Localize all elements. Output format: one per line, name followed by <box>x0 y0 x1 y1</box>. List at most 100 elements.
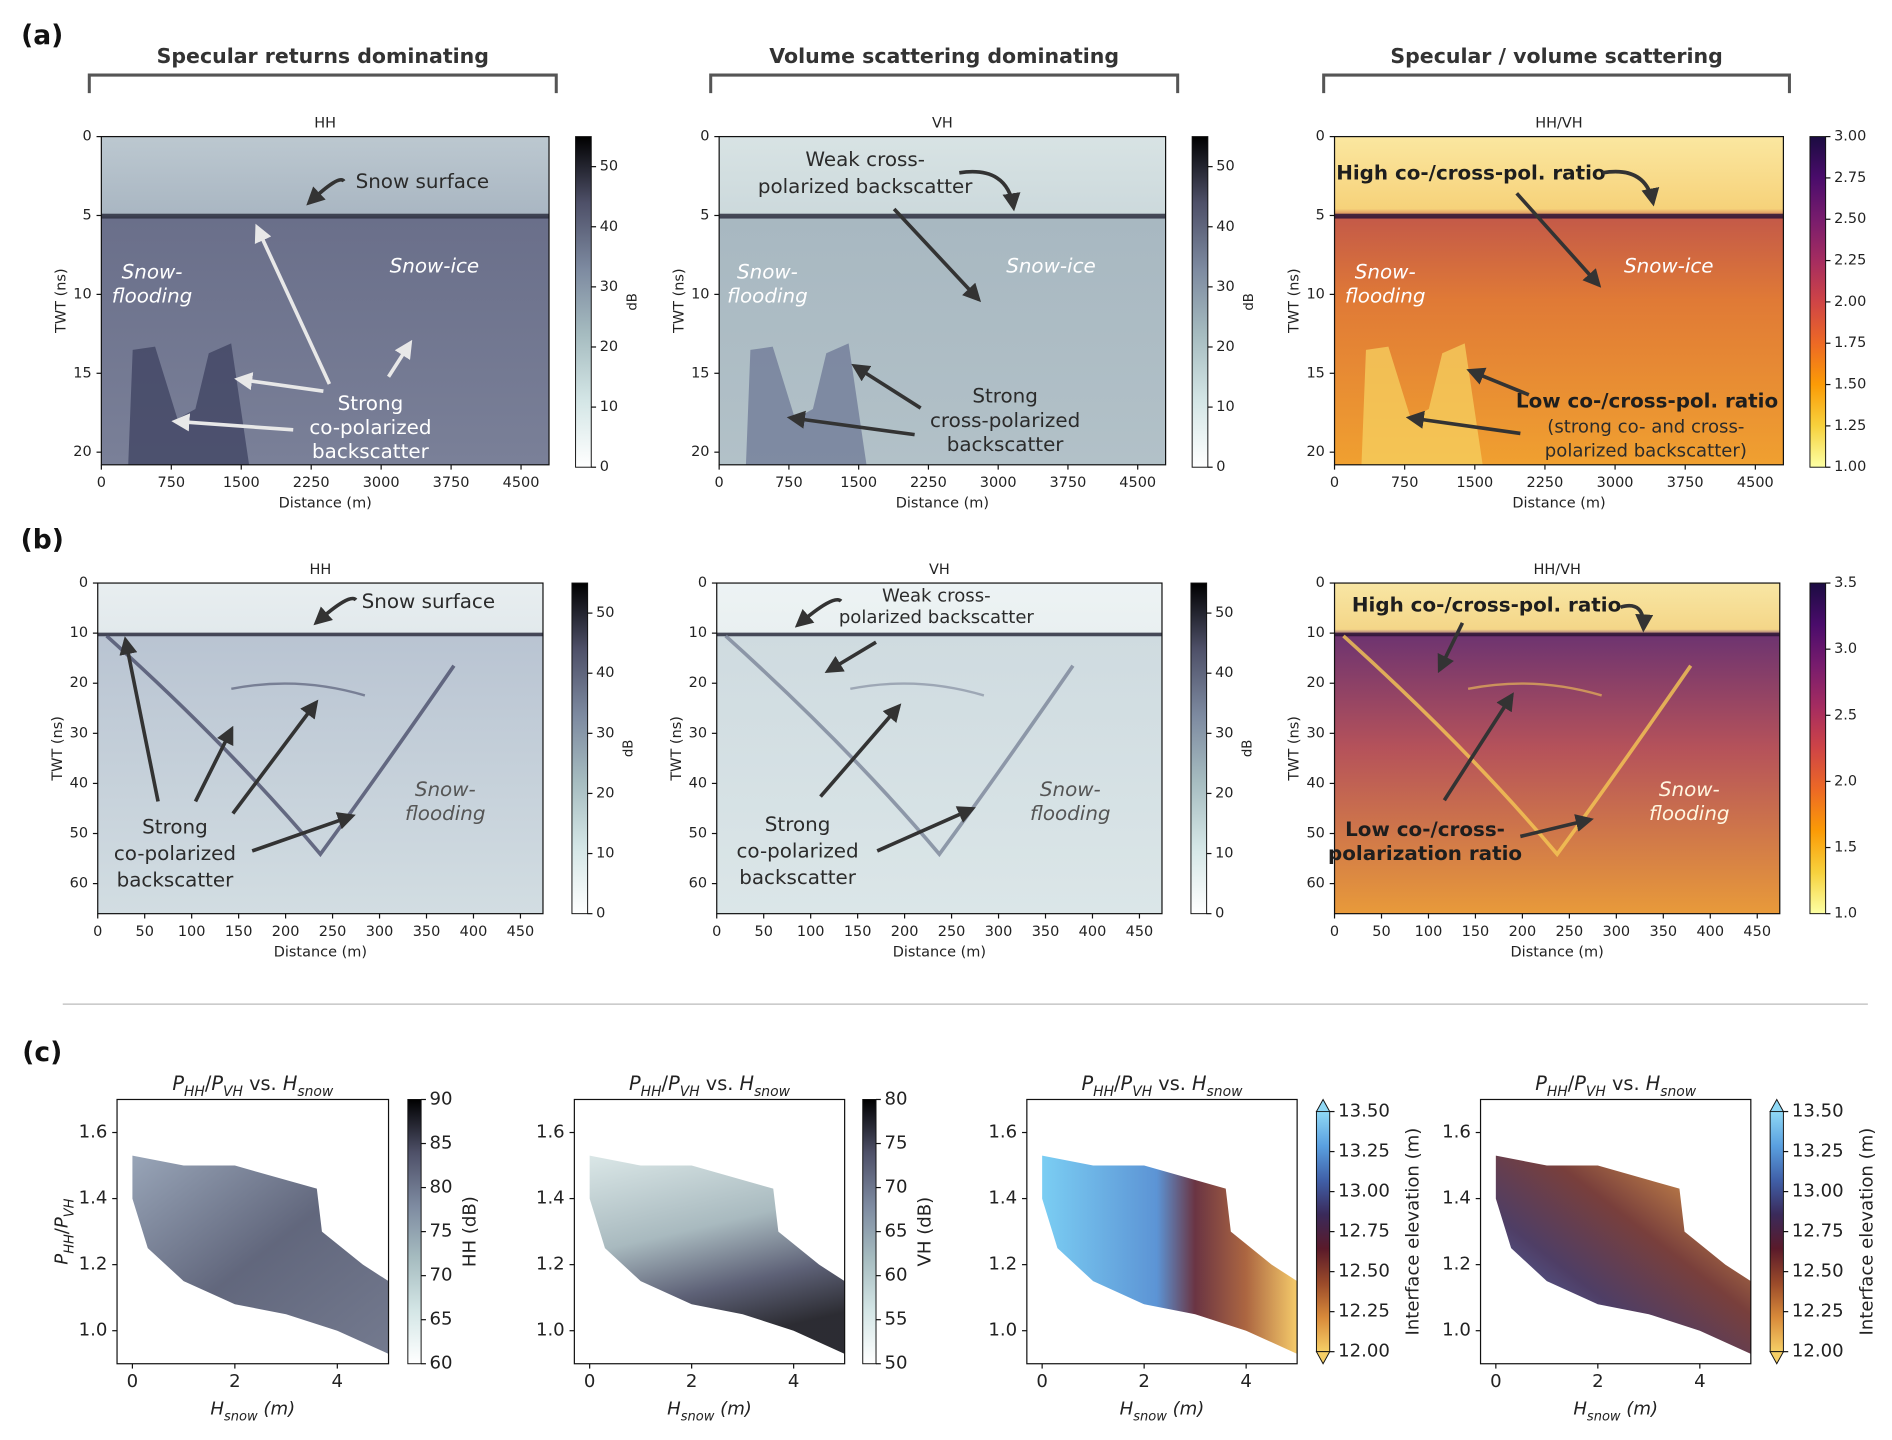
colorbar-tick-label: 1.0 <box>1834 906 1857 922</box>
y-tick-label: 10 <box>73 286 91 302</box>
annotation: Snow-ice <box>1624 254 1714 277</box>
text-part: H <box>283 1071 298 1094</box>
v-reflector <box>1342 634 1693 858</box>
colorbar-tick-label: 2.25 <box>1834 253 1866 269</box>
colorbar-tick-label: 80 <box>430 1177 453 1198</box>
annotation: Snow- <box>1355 260 1416 283</box>
group-title: Specular returns dominating <box>157 44 489 68</box>
colorbar-tick-label: 60 <box>430 1353 453 1374</box>
colorbar-tick-label: 12.75 <box>1792 1221 1844 1242</box>
x-tick-label: 4 <box>1694 1371 1706 1392</box>
annotation-arrow <box>306 178 346 206</box>
y-tick-label: 1.4 <box>1442 1188 1471 1209</box>
annotation: polarized backscatter <box>839 607 1035 628</box>
text-part: P <box>1121 1071 1133 1094</box>
annotation-arrow <box>234 372 324 393</box>
colorbar-tick-label: 40 <box>1215 665 1233 681</box>
y-tick-label: 0 <box>1316 129 1325 145</box>
text-part: P <box>52 1254 73 1265</box>
colorbar <box>571 582 589 915</box>
annotation-arrow <box>171 413 294 432</box>
colorbar-tick-label: 12.50 <box>1792 1261 1844 1282</box>
colorbar <box>1769 1111 1784 1353</box>
annotation: flooding <box>405 802 486 825</box>
y-tick-label: 30 <box>70 725 88 741</box>
text-part: (m) <box>1167 1399 1204 1420</box>
colorbar-tick-label: 13.00 <box>1338 1181 1390 1202</box>
text-part: H <box>210 1399 224 1420</box>
x-tick-label: 0 <box>1036 1371 1048 1392</box>
y-tick-label: 0 <box>79 575 88 591</box>
colorbar-tick-label: 13.50 <box>1792 1101 1844 1122</box>
y-tick-label: 15 <box>73 365 91 381</box>
v-reflector <box>1467 682 1603 697</box>
y-tick-label: 5 <box>82 207 91 223</box>
annotation: (strong co- and cross- <box>1547 416 1744 437</box>
colorbar-tick-label: 12.50 <box>1338 1261 1390 1282</box>
text-part: vs. <box>243 1071 283 1094</box>
x-tick-label: 400 <box>460 924 488 940</box>
y-tick-label: 20 <box>689 675 707 691</box>
flooding-feature <box>128 343 250 465</box>
colorbar-label: Interface elevation (m) <box>1403 1128 1424 1336</box>
annotation: Strong <box>765 813 831 836</box>
colorbar-tick-label: 50 <box>1215 605 1233 621</box>
y-tick-label: 1.0 <box>988 1320 1017 1341</box>
x-tick-label: 2250 <box>293 475 330 491</box>
annotation-arrow <box>876 806 976 853</box>
x-tick-label: 3000 <box>1597 475 1634 491</box>
text-part: H <box>1573 1399 1587 1420</box>
x-tick-label: 0 <box>1490 1371 1502 1392</box>
annotation: backscatter <box>312 440 430 463</box>
y-tick-label: 5 <box>700 207 709 223</box>
x-tick-label: 750 <box>1391 475 1419 491</box>
colorbar-tick-label: 13.25 <box>1338 1141 1390 1162</box>
y-tick-label: 1.0 <box>79 1320 108 1341</box>
annotation-arrow <box>892 207 982 303</box>
colorbar-tick-label: 20 <box>1216 339 1234 355</box>
annotation: Snow surface <box>356 170 490 193</box>
flooding-feature <box>1361 343 1483 465</box>
colorbar-tick-label: 12.75 <box>1338 1221 1390 1242</box>
annotation-arrow <box>387 339 413 378</box>
text-part: / <box>1568 1071 1575 1094</box>
x-tick-label: 0 <box>712 924 721 940</box>
colorbar-tick-label: 65 <box>430 1309 453 1330</box>
x-tick-label: 0 <box>584 1371 596 1392</box>
colorbar-tick-label: 40 <box>1216 219 1234 235</box>
colorbar <box>575 136 592 468</box>
annotation: Snow- <box>737 260 798 283</box>
group-title: Volume scattering dominating <box>769 44 1119 68</box>
text-part: H <box>1192 1071 1207 1094</box>
x-tick-label: 2250 <box>910 475 947 491</box>
surface-reflection <box>101 213 550 219</box>
x-tick-label: 1500 <box>840 475 877 491</box>
y-axis-label: TWT (ns) <box>54 268 70 334</box>
panel-title: HH <box>314 115 336 131</box>
panel-title: VH <box>929 562 950 578</box>
annotation-arrow <box>819 703 902 798</box>
colorbar-tick-label: 55 <box>884 1309 907 1330</box>
point-cloud <box>1042 1155 1298 1354</box>
annotation: polarization ratio <box>1328 842 1522 865</box>
x-tick-label: 4500 <box>503 475 540 491</box>
x-tick-label: 4 <box>1240 1371 1252 1392</box>
colorbar <box>407 1099 422 1365</box>
panel-title: PHH/PVH vs. Hsnow <box>1082 1071 1244 1100</box>
annotation-arrow <box>824 640 877 673</box>
colorbar-tick-label: 50 <box>600 159 618 175</box>
text-part: / <box>205 1071 212 1094</box>
panel-title: PHH/PVH vs. Hsnow <box>629 1071 791 1100</box>
y-tick-label: 1.2 <box>536 1254 565 1275</box>
text-part: snow <box>754 1084 791 1100</box>
colorbar-tick-label: 12.00 <box>1338 1341 1390 1362</box>
y-tick-label: 60 <box>70 876 88 892</box>
x-axis-label: Distance (m) <box>274 944 367 960</box>
x-tick-label: 100 <box>178 924 206 940</box>
y-tick-label: 60 <box>1306 876 1324 892</box>
y-tick-label: 10 <box>689 625 707 641</box>
annotation-arrow <box>1466 367 1530 397</box>
x-axis-label: Hsnow (m) <box>667 1399 752 1425</box>
text-part: P <box>211 1071 223 1094</box>
